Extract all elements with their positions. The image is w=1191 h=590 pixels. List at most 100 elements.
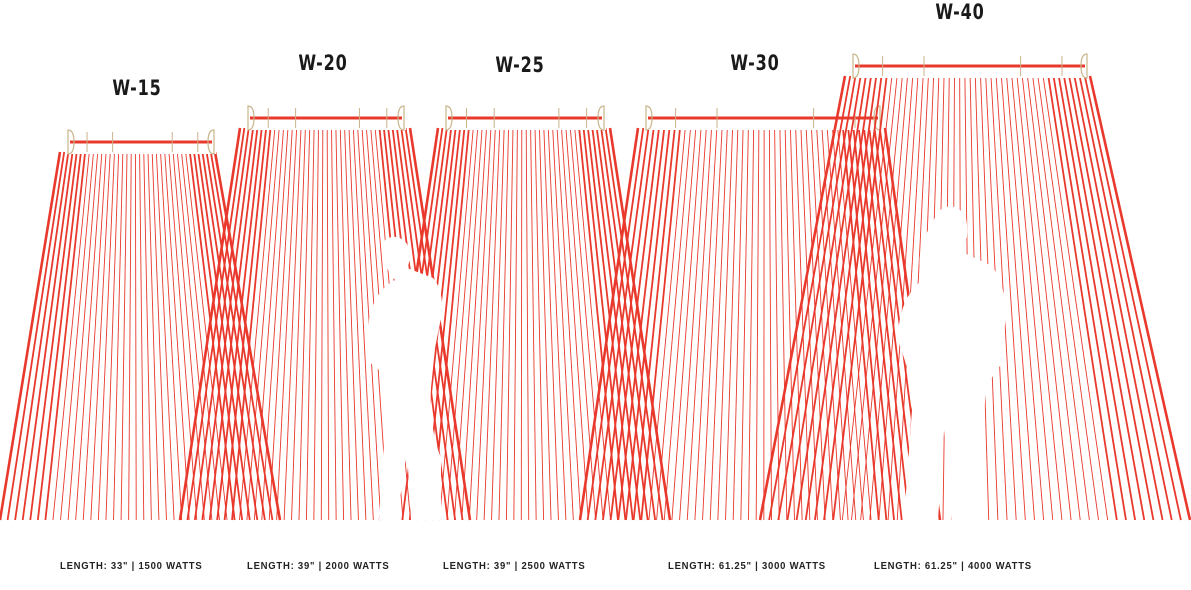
heat-ray-w40 — [1016, 75, 1063, 521]
heat-ray-w15 — [147, 151, 160, 521]
heat-ray-w15 — [60, 151, 94, 521]
heat-ray-w30 — [709, 127, 728, 521]
heat-ray-w15 — [185, 151, 228, 521]
heat-ray-w40 — [1078, 75, 1173, 521]
heat-ray-w40 — [1042, 75, 1109, 521]
heat-ray-w30 — [842, 127, 880, 521]
heat-ray-w15 — [29, 151, 78, 521]
heater-spec-w15: LENGTH: 33" | 1500 WATTS — [60, 561, 203, 572]
heat-ray-w15 — [90, 151, 111, 521]
heat-ray-w20 — [261, 127, 289, 521]
heat-ray-w30 — [755, 127, 760, 521]
heat-ray-w15 — [128, 151, 132, 521]
heater-endcap-left-w15 — [67, 129, 75, 155]
heat-ray-w25 — [608, 127, 672, 521]
heat-ray-w40 — [1057, 75, 1136, 521]
heat-ray-w20 — [326, 127, 330, 521]
heat-ray-w25 — [543, 127, 559, 521]
heater-endcap-left-w25 — [445, 105, 453, 131]
heat-ray-w25 — [491, 127, 505, 521]
heat-ray-w20 — [335, 127, 345, 521]
heat-ray-w40 — [1073, 75, 1164, 521]
heat-ray-w40 — [1026, 75, 1081, 521]
heat-ray-w30 — [702, 127, 723, 521]
heat-ray-w15 — [6, 151, 66, 521]
heat-ray-w20 — [352, 127, 374, 521]
heat-ray-w40 — [1068, 75, 1155, 521]
heat-ray-w25 — [530, 127, 537, 521]
heater-title-w40: W-40 — [935, 0, 985, 24]
heat-ray-w15 — [44, 151, 87, 521]
heat-ray-w25 — [513, 127, 518, 521]
heat-ray-w40 — [823, 75, 883, 521]
heat-ray-w15 — [160, 151, 183, 521]
heat-ray-w25 — [453, 127, 483, 521]
heat-ray-w25 — [461, 127, 487, 521]
heater-spec-w30: LENGTH: 61.25" | 3000 WATTS — [668, 561, 826, 572]
heat-ray-w20 — [201, 127, 254, 521]
heat-ray-w25 — [552, 127, 574, 521]
heat-ray-w20 — [320, 127, 324, 521]
heat-ray-w25 — [498, 127, 510, 521]
heat-ray-w25 — [446, 127, 479, 521]
heat-ray-w20 — [186, 127, 246, 521]
heat-ray-w15 — [205, 151, 266, 521]
heat-ray-w15 — [155, 151, 175, 521]
heat-ray-w30 — [768, 127, 772, 521]
heat-ray-w30 — [784, 127, 795, 521]
heat-ray-w30 — [578, 127, 640, 521]
heat-ray-w20 — [178, 127, 242, 521]
heat-ray-w15 — [82, 151, 107, 521]
heater-endcap-right-w25 — [597, 105, 605, 131]
heat-ray-w40 — [887, 75, 919, 521]
heat-ray-w20 — [216, 127, 263, 521]
heat-ray-w20 — [344, 127, 359, 521]
heat-ray-w15 — [176, 151, 213, 521]
heat-ray-w15 — [52, 151, 90, 521]
heat-ray-w20 — [246, 127, 280, 521]
heat-ray-w15 — [120, 151, 128, 521]
heat-ray-w25 — [468, 127, 492, 521]
heater-spec-w25: LENGTH: 39" | 2500 WATTS — [443, 561, 586, 572]
heat-ray-w40 — [1006, 75, 1045, 521]
heat-ray-w30 — [779, 127, 788, 521]
heat-ray-w30 — [671, 127, 702, 521]
heat-ray-w15 — [36, 151, 82, 521]
heat-ray-w30 — [732, 127, 744, 521]
heat-ray-w25 — [538, 127, 552, 521]
heat-ray-w30 — [648, 127, 686, 521]
heat-ray-w40 — [1032, 75, 1090, 521]
heat-ray-w15 — [113, 151, 124, 521]
heat-ray-w25 — [534, 127, 545, 521]
heat-ray-w15 — [188, 151, 236, 521]
heat-ray-w40 — [841, 75, 893, 521]
heat-ray-w25 — [547, 127, 567, 521]
heat-ray-w25 — [505, 127, 514, 521]
person-silhouette-left — [367, 236, 442, 521]
heater-endcap-left-w20 — [247, 105, 255, 131]
heat-ray-w30 — [679, 127, 707, 521]
heat-ray-w20 — [253, 127, 285, 521]
heat-ray-w25 — [439, 127, 474, 521]
heat-ray-w40 — [1063, 75, 1146, 521]
heat-ray-w30 — [656, 127, 692, 521]
heat-ray-w15 — [172, 151, 205, 521]
heat-ray-w30 — [774, 127, 780, 521]
heater-title-w20: W-20 — [298, 51, 348, 75]
heater-title-w15: W-15 — [112, 76, 162, 100]
heat-ray-w30 — [694, 127, 718, 521]
heat-ray-w15 — [164, 151, 190, 521]
heat-ray-w20 — [223, 127, 268, 521]
heat-ray-w20 — [313, 127, 319, 521]
heat-ray-w15 — [105, 151, 120, 521]
heat-ray-w40 — [795, 75, 867, 521]
heat-ray-w40 — [1011, 75, 1054, 521]
heat-ray-w30 — [602, 127, 655, 521]
heat-ray-w30 — [663, 127, 697, 521]
heat-ray-w30 — [632, 127, 676, 521]
heat-ray-w25 — [476, 127, 496, 521]
heat-ray-w20 — [298, 127, 311, 521]
heater-spec-w40: LENGTH: 61.25" | 4000 WATTS — [874, 561, 1032, 572]
heat-ray-w20 — [208, 127, 259, 521]
